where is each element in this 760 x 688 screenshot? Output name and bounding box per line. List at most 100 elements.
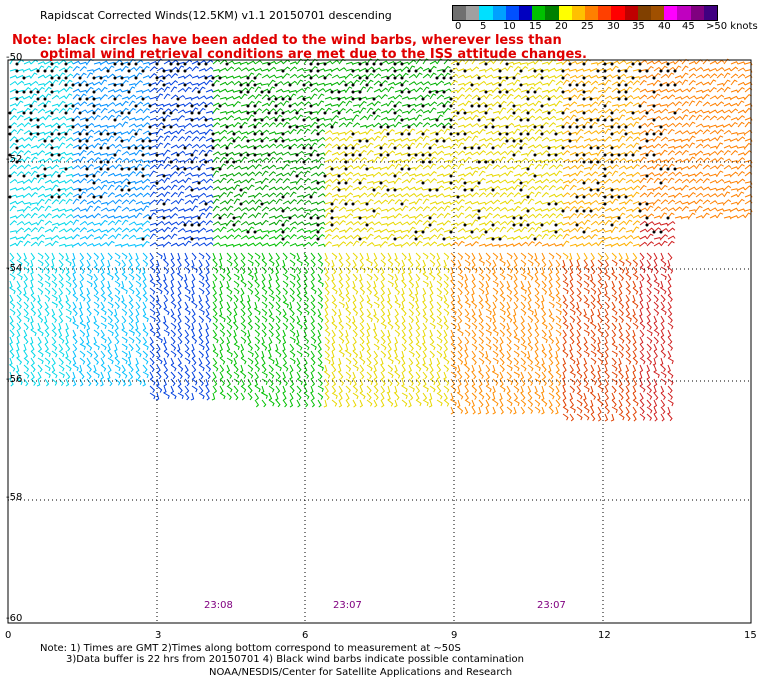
wind-barb [625, 136, 633, 142]
wind-barb [30, 152, 39, 156]
wind-barb [429, 294, 433, 303]
contamination-dot [603, 62, 607, 66]
wind-barb [464, 180, 473, 185]
wind-barb [548, 164, 557, 170]
wind-barb [128, 301, 134, 310]
wind-barb [163, 185, 172, 191]
wind-barb [93, 170, 101, 177]
wind-barb [562, 329, 567, 338]
wind-barb [716, 178, 725, 184]
wind-barb [639, 322, 646, 330]
wind-barb [261, 294, 268, 302]
contamination-dot [470, 146, 474, 150]
wind-barb [464, 156, 472, 163]
contamination-dot [309, 195, 313, 199]
wind-barb [254, 308, 261, 316]
wind-barb [29, 259, 34, 268]
contamination-dot [344, 146, 348, 150]
wind-barb [58, 100, 66, 107]
wind-barb [219, 81, 228, 86]
wind-barb [366, 149, 374, 156]
wind-barb [415, 87, 423, 93]
wind-barb [114, 219, 122, 226]
wind-barb [513, 124, 522, 128]
wind-barb [142, 95, 151, 100]
wind-barb [429, 72, 437, 79]
wind-barb [625, 165, 634, 170]
wind-barb [527, 308, 534, 315]
wind-barb [303, 336, 310, 344]
wind-barb [450, 350, 456, 359]
wind-barb [219, 75, 228, 80]
wind-barb [520, 322, 526, 331]
wind-barb [457, 240, 465, 247]
wind-barb [121, 308, 128, 316]
wind-barb [478, 287, 485, 295]
wind-barb [44, 329, 50, 338]
wind-barb [310, 201, 319, 206]
contamination-dot [211, 76, 215, 80]
wind-barb [121, 192, 130, 198]
wind-barb [128, 158, 137, 163]
wind-barb [324, 96, 333, 100]
wind-barb [541, 130, 550, 135]
wind-barb [338, 343, 343, 352]
contamination-dot [372, 97, 376, 101]
wind-barb [142, 130, 151, 135]
contamination-dot [344, 167, 348, 171]
wind-barb [324, 287, 330, 296]
contamination-dot [645, 69, 649, 73]
wind-barb [337, 357, 342, 366]
wind-barb [596, 343, 601, 352]
wind-barb [352, 350, 359, 358]
wind-barb [422, 343, 428, 352]
wind-barb [162, 315, 167, 324]
wind-barb [135, 357, 139, 366]
wind-barb [380, 357, 384, 366]
wind-barb [408, 201, 417, 205]
wind-barb [275, 206, 284, 212]
contamination-dot [624, 97, 628, 101]
wind-barb [93, 329, 100, 337]
wind-barb [58, 222, 67, 226]
wind-barb [16, 144, 25, 149]
contamination-dot [477, 209, 481, 213]
wind-barb [107, 240, 115, 247]
wind-barb [106, 280, 111, 289]
wind-barb [100, 107, 108, 114]
wind-barb [261, 144, 270, 149]
wind-barb [310, 329, 316, 338]
wind-barb [310, 266, 315, 275]
wind-barb [499, 308, 506, 316]
wind-barb [499, 280, 505, 289]
wind-barb [275, 273, 280, 282]
wind-barb [660, 108, 669, 114]
wind-barb [373, 212, 381, 219]
wind-barb [408, 350, 415, 358]
wind-barb [534, 129, 542, 135]
wind-barb [142, 107, 150, 114]
wind-barb [590, 80, 599, 86]
wind-barb [604, 79, 612, 86]
wind-barb [51, 240, 59, 247]
wind-barb [548, 213, 556, 219]
wind-barb [93, 336, 97, 345]
wind-barb [142, 259, 149, 267]
wind-barb [240, 273, 244, 282]
wind-barb [366, 166, 375, 170]
wind-barb [723, 79, 731, 86]
contamination-dot [449, 230, 453, 234]
wind-barb [723, 208, 732, 213]
wind-barb [58, 280, 64, 288]
wind-barb [352, 329, 358, 338]
wind-barb [218, 259, 223, 268]
wind-barb [275, 315, 281, 324]
wind-barb [51, 273, 57, 282]
wind-barb [534, 159, 543, 164]
wind-barb [338, 80, 346, 86]
wind-barb [450, 259, 456, 267]
wind-barb [218, 308, 223, 317]
wind-barb [464, 294, 469, 303]
wind-barb [317, 252, 323, 261]
wind-barb [436, 94, 445, 100]
